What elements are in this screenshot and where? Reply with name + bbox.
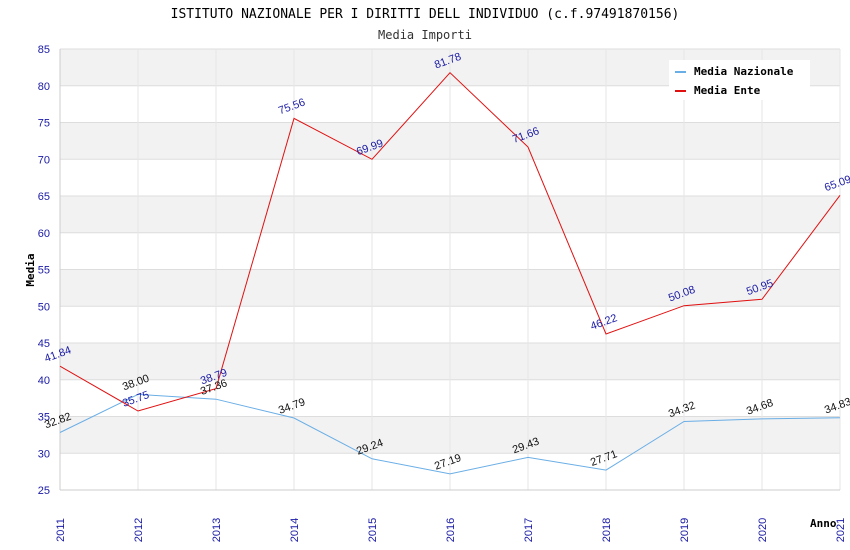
series-line-ente xyxy=(59,71,841,412)
legend-box xyxy=(669,60,810,100)
y-axis-ticks: 25 30 35 40 45 50 55 60 65 70 75 80 85 xyxy=(38,44,50,497)
y-tick-label: 75 xyxy=(38,118,50,130)
y-axis-label: Media xyxy=(24,253,37,286)
x-tick-label: 2019 xyxy=(679,518,691,542)
y-tick-label: 70 xyxy=(38,154,50,166)
chart-title: ISTITUTO NAZIONALE PER I DIRITTI DELL IN… xyxy=(171,7,680,22)
legend: Media Nazionale Media Ente xyxy=(669,60,810,100)
y-tick-label: 35 xyxy=(38,412,50,424)
chart-subtitle: Media Importi xyxy=(378,28,472,42)
y-tick-label: 85 xyxy=(38,44,50,56)
x-tick-label: 2012 xyxy=(133,518,145,542)
y-tick-label: 65 xyxy=(38,191,50,203)
y-tick-label: 55 xyxy=(38,265,50,277)
y-tick-label: 30 xyxy=(38,448,50,460)
x-tick-label: 2016 xyxy=(445,518,457,542)
x-tick-label: 2014 xyxy=(289,518,301,542)
y-tick-label: 25 xyxy=(38,485,50,497)
series-lines xyxy=(59,71,841,475)
y-tick-label: 80 xyxy=(38,81,50,93)
y-tick-label: 40 xyxy=(38,375,50,387)
series-line-nazionale xyxy=(59,393,841,475)
x-tick-label: 2017 xyxy=(523,518,535,542)
y-tick-label: 60 xyxy=(38,228,50,240)
legend-label-ente: Media Ente xyxy=(694,84,761,97)
legend-label-nazionale: Media Nazionale xyxy=(694,65,794,78)
x-tick-label: 2015 xyxy=(367,518,379,542)
y-tick-label: 45 xyxy=(38,338,50,350)
x-tick-label: 2011 xyxy=(55,518,67,542)
x-tick-label: 2021 xyxy=(835,518,847,542)
x-tick-label: 2018 xyxy=(601,518,613,542)
x-tick-label: 2020 xyxy=(757,518,769,542)
x-tick-label: 2013 xyxy=(211,518,223,542)
gridlines xyxy=(59,48,841,491)
x-axis-label: Anno xyxy=(810,517,837,530)
x-axis-ticks: 2011 2012 2013 2014 2015 2016 2017 2018 2019 2020… xyxy=(55,518,847,542)
y-tick-label: 50 xyxy=(38,301,50,313)
